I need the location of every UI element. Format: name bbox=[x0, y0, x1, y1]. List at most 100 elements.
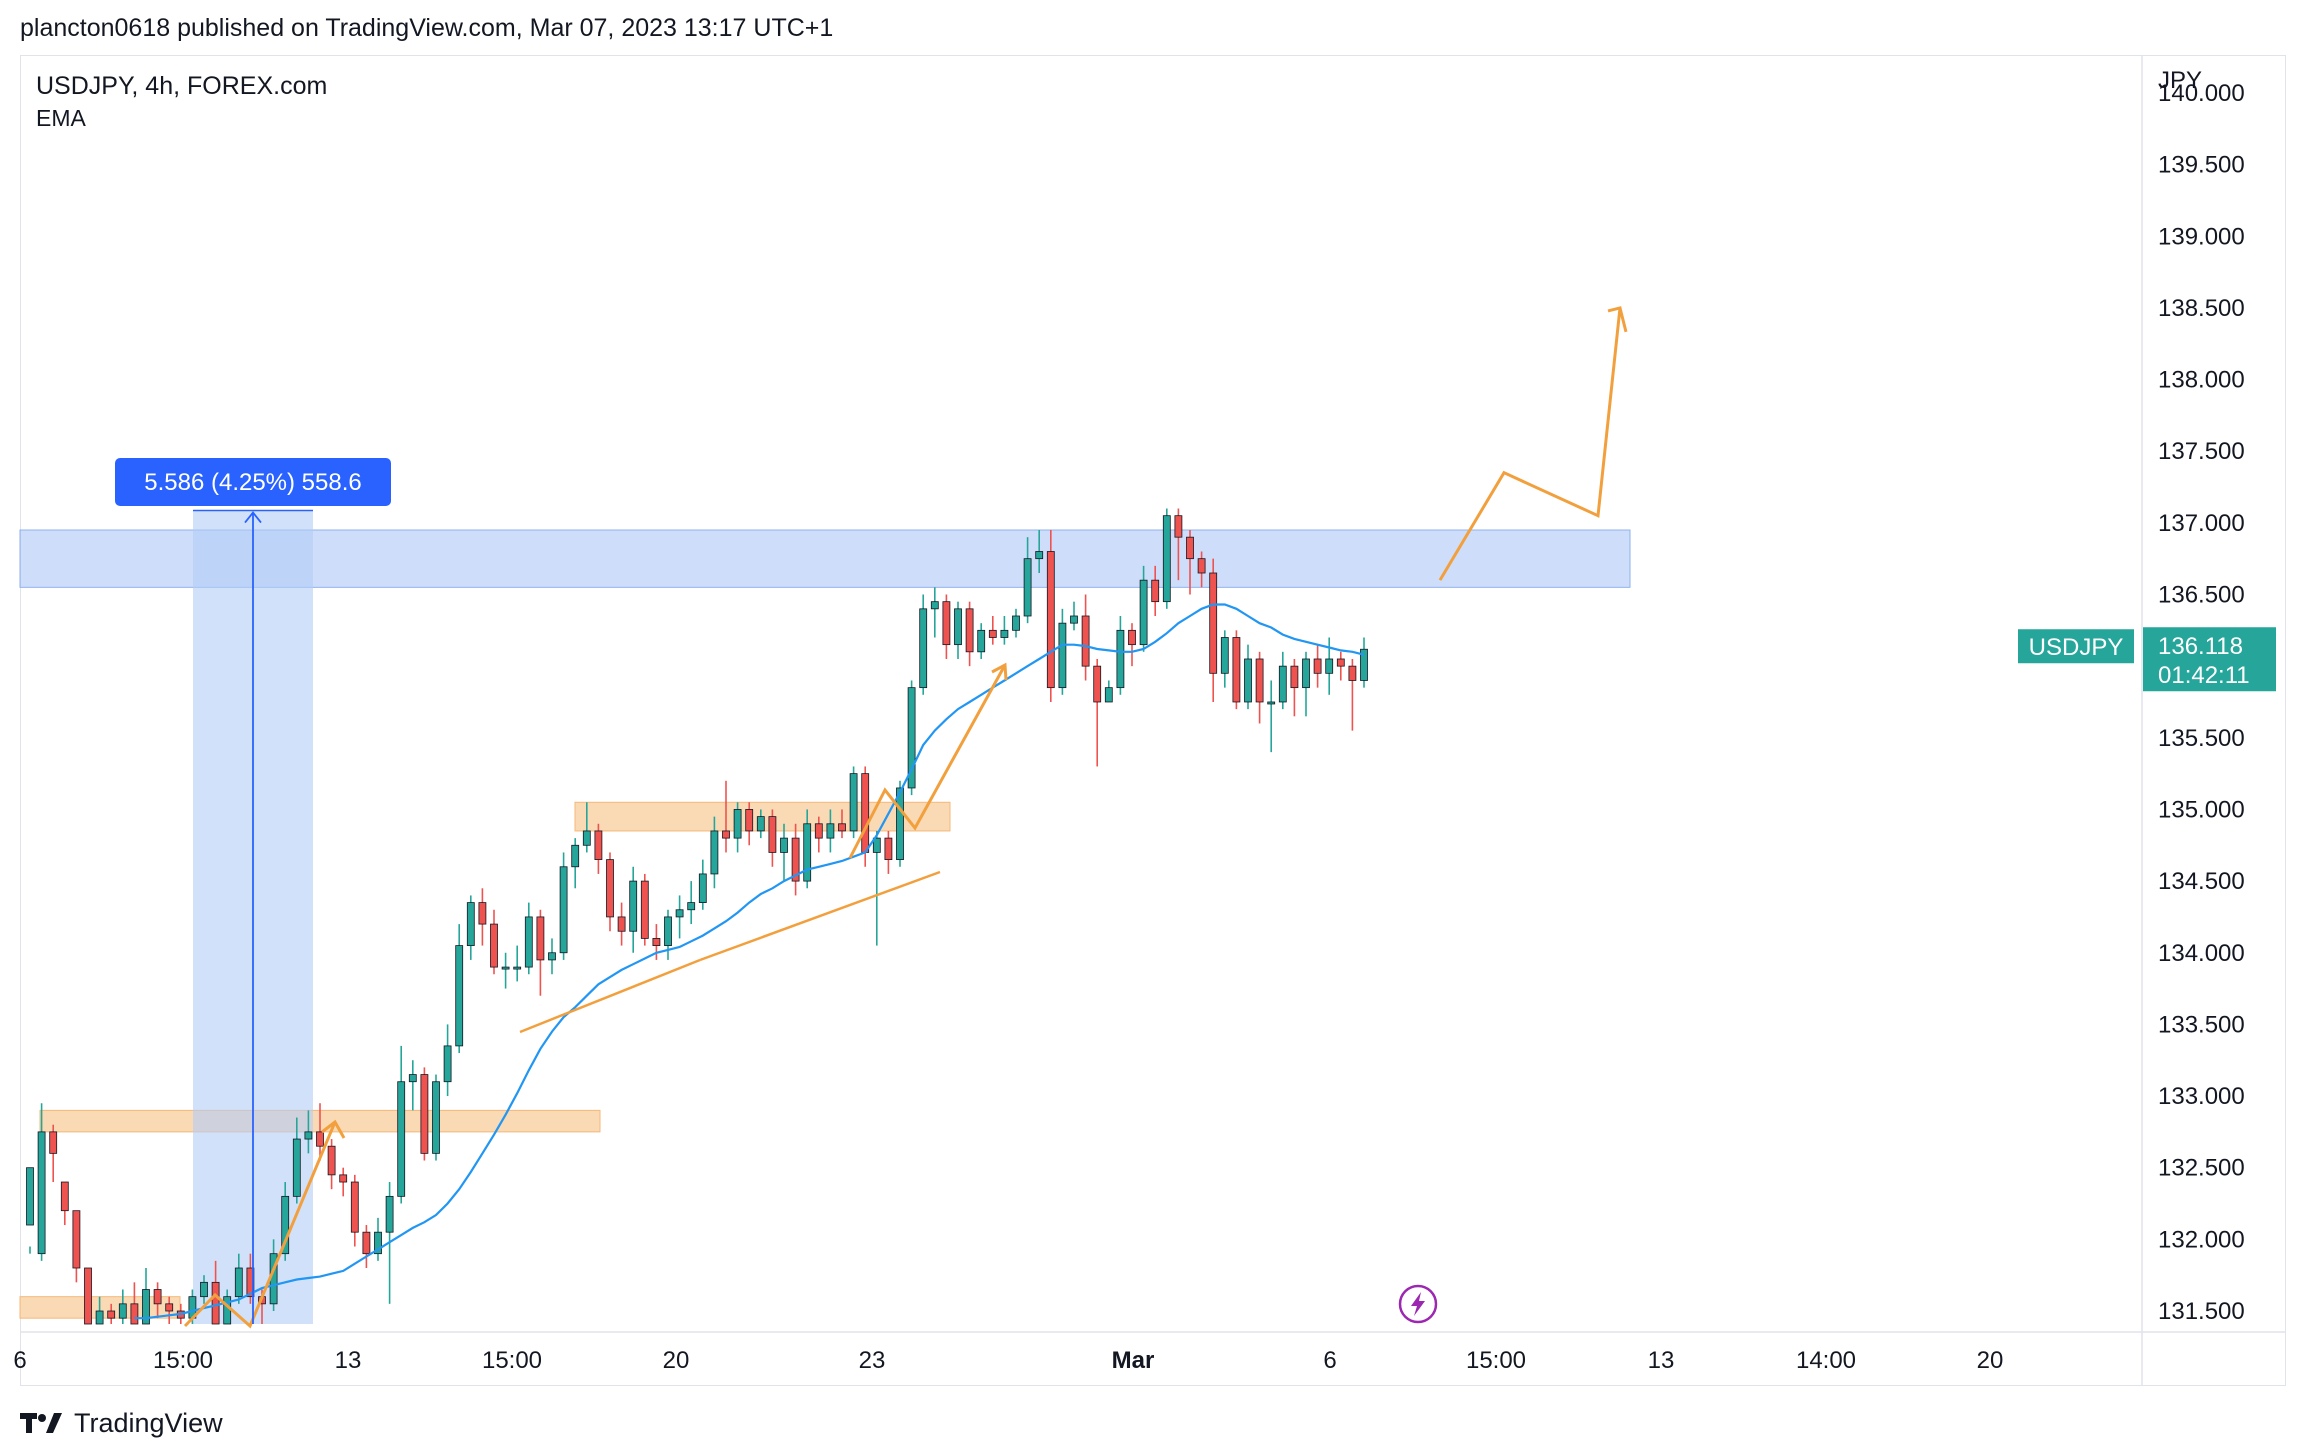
candle-down bbox=[1186, 536, 1194, 560]
time-tick-label: Mar bbox=[1112, 1347, 1155, 1374]
candle-up bbox=[1278, 665, 1287, 703]
time-tick-label: 20 bbox=[663, 1347, 690, 1374]
trendline-2 bbox=[699, 870, 941, 962]
candle-up bbox=[1116, 629, 1125, 689]
candle-down bbox=[884, 837, 893, 861]
published-header: plancton0618 published on TradingView.co… bbox=[20, 14, 834, 42]
candle-up bbox=[1104, 687, 1113, 703]
price-tick-label: 139.500 bbox=[2158, 152, 2245, 179]
candle-up bbox=[582, 830, 591, 846]
measure-badge bbox=[115, 458, 391, 506]
candle-down bbox=[594, 830, 603, 861]
indicator-legend[interactable]: EMA bbox=[36, 105, 86, 131]
candle-up bbox=[397, 1081, 406, 1197]
candle-up bbox=[803, 823, 812, 882]
candle-down bbox=[536, 916, 545, 961]
countdown-text: 01:42:11 bbox=[2158, 662, 2250, 689]
candle-down bbox=[861, 773, 870, 853]
candle-up bbox=[1023, 558, 1032, 617]
candle-up bbox=[1012, 615, 1020, 631]
candle-up bbox=[1302, 658, 1310, 689]
price-tick-label: 134.000 bbox=[2158, 940, 2245, 967]
price-tick-label: 135.000 bbox=[2158, 796, 2245, 823]
candle-up bbox=[455, 945, 464, 1047]
zones-layer bbox=[19, 510, 1631, 1324]
candle-up bbox=[849, 773, 858, 832]
tradingview-branding[interactable]: TradingView bbox=[20, 1405, 223, 1441]
candle-down bbox=[942, 601, 951, 646]
candle-down bbox=[72, 1210, 81, 1269]
candle-up bbox=[826, 823, 835, 839]
symbol-legend[interactable]: USDJPY, 4h, FOREX.com bbox=[36, 72, 328, 100]
candle-up bbox=[1244, 658, 1252, 703]
candle-down bbox=[1151, 579, 1160, 603]
candle-down bbox=[988, 629, 997, 638]
candle-up bbox=[664, 916, 672, 946]
price-tick-label: 131.500 bbox=[2158, 1298, 2245, 1325]
price-tick-label: 138.500 bbox=[2158, 295, 2245, 322]
trendline-1 bbox=[519, 958, 701, 1034]
candle-up bbox=[385, 1195, 394, 1233]
candle-up bbox=[292, 1138, 301, 1197]
candle-up bbox=[930, 601, 939, 610]
ema-line bbox=[134, 603, 1365, 1320]
candle-up bbox=[907, 687, 916, 789]
candle-up bbox=[872, 837, 881, 853]
time-tick-label: 15:00 bbox=[482, 1347, 542, 1374]
candle-up bbox=[281, 1195, 290, 1255]
lightning-bolt-icon bbox=[1411, 1292, 1425, 1316]
candle-up bbox=[954, 608, 962, 646]
candle-down bbox=[1209, 572, 1218, 674]
tradingview-wordmark: TradingView bbox=[74, 1407, 223, 1438]
candle-up bbox=[733, 809, 742, 839]
time-tick-label: 20 bbox=[1977, 1347, 2004, 1374]
time-tick-label: 23 bbox=[859, 1347, 886, 1374]
candle-up bbox=[443, 1045, 452, 1083]
candle-down bbox=[60, 1181, 69, 1212]
price-tick-label: 140.000 bbox=[2158, 80, 2245, 107]
candle-up bbox=[780, 837, 788, 853]
candle-down bbox=[153, 1289, 162, 1305]
candle-down bbox=[49, 1131, 58, 1154]
candle-up bbox=[687, 902, 696, 911]
candle-up bbox=[1325, 658, 1334, 674]
candle-up bbox=[1139, 579, 1148, 646]
candle-up bbox=[675, 909, 684, 918]
candle-down bbox=[1232, 637, 1241, 703]
candle-up bbox=[698, 873, 707, 903]
price-tick-label: 133.000 bbox=[2158, 1083, 2245, 1110]
price-tick-label: 138.000 bbox=[2158, 367, 2245, 394]
candle-down bbox=[165, 1303, 174, 1312]
last-price-text: 136.118 bbox=[2158, 633, 2243, 660]
candle-down bbox=[84, 1267, 92, 1325]
candle-down bbox=[617, 916, 626, 932]
price-tick-label: 137.500 bbox=[2158, 438, 2245, 465]
impulse-path-2 bbox=[848, 664, 1007, 859]
candle-down bbox=[652, 938, 661, 946]
candle-up bbox=[1220, 637, 1229, 674]
symbol-price-tag bbox=[2018, 629, 2134, 664]
candle-up bbox=[374, 1231, 382, 1255]
candle-down bbox=[339, 1174, 348, 1183]
candle-down bbox=[1348, 665, 1357, 681]
candle-down bbox=[420, 1074, 429, 1154]
time-tick-label: 13 bbox=[335, 1347, 362, 1374]
candle-down bbox=[130, 1303, 139, 1325]
candle-down bbox=[1174, 515, 1183, 538]
measure-badge-text: 5.586 (4.25%) 558.6 bbox=[144, 469, 362, 496]
ema-layer bbox=[134, 603, 1365, 1320]
candle-up bbox=[629, 880, 638, 932]
price-tick-label: 134.500 bbox=[2158, 868, 2245, 895]
candle-down bbox=[327, 1145, 336, 1176]
candle-up bbox=[571, 844, 580, 868]
candles-layer bbox=[26, 508, 1368, 1325]
candle-up bbox=[1035, 551, 1044, 560]
candle-up bbox=[304, 1131, 313, 1140]
candle-down bbox=[478, 902, 487, 925]
candle-down bbox=[1046, 551, 1055, 689]
candle-down bbox=[1081, 615, 1090, 667]
candle-up bbox=[408, 1074, 417, 1083]
candle-up bbox=[501, 966, 510, 970]
